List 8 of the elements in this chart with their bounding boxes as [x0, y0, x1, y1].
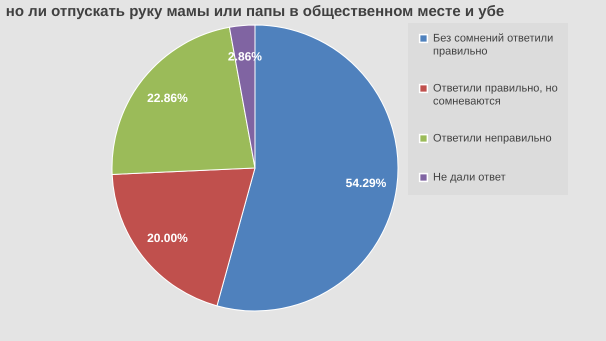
legend-label: Без сомнений ответили правильно [433, 32, 554, 58]
legend-label: Ответили правильно, но сомневаются [433, 82, 558, 108]
chart-title: но ли отпускать руку мамы или папы в общественном месте и убе [6, 3, 504, 20]
data-label: 22.86% [147, 91, 188, 106]
data-label: 20.00% [147, 230, 188, 245]
legend-label: Ответили неправильно [433, 132, 552, 144]
legend-label: Не дали ответ [433, 172, 506, 184]
data-label: 54.29% [346, 176, 387, 190]
